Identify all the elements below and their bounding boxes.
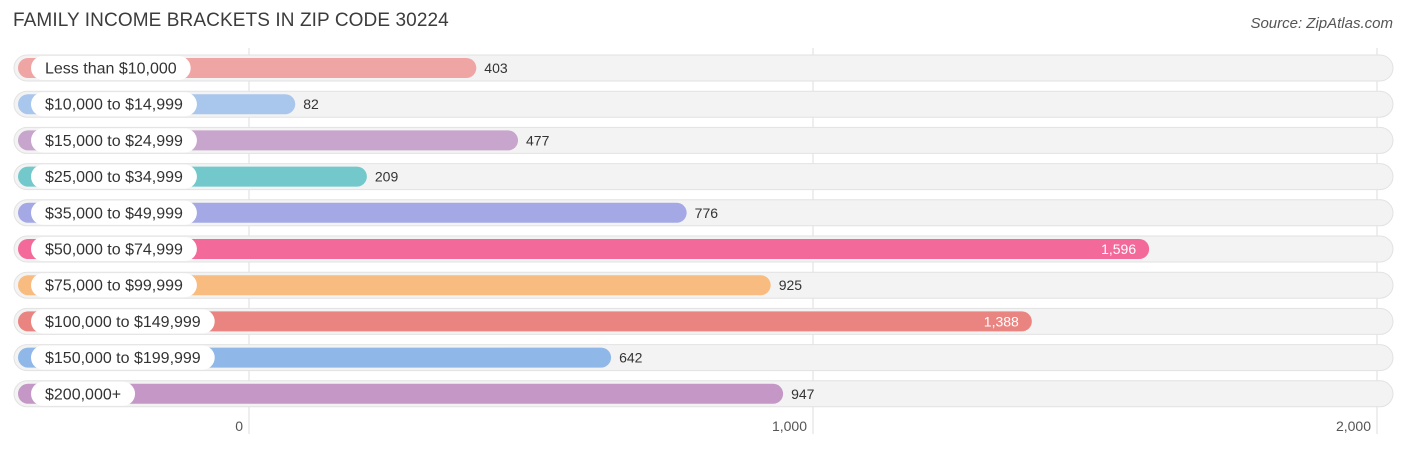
x-tick-label: 0 bbox=[235, 418, 243, 434]
value-label: 477 bbox=[526, 132, 550, 148]
category-label: $50,000 to $74,999 bbox=[45, 242, 183, 259]
x-tick-label: 2,000 bbox=[1336, 418, 1371, 434]
category-label: $15,000 to $24,999 bbox=[45, 133, 183, 150]
category-label-pill bbox=[31, 128, 197, 153]
row-track bbox=[13, 90, 1394, 118]
category-label-pill bbox=[31, 164, 197, 189]
category-label-pill bbox=[31, 200, 197, 225]
value-label: 1,388 bbox=[984, 313, 1019, 329]
value-label: 82 bbox=[303, 96, 319, 112]
value-label: 776 bbox=[695, 205, 719, 221]
bar bbox=[18, 311, 1032, 332]
category-label: $10,000 to $14,999 bbox=[45, 97, 183, 114]
category-label-pill bbox=[31, 92, 197, 117]
category-label: Less than $10,000 bbox=[45, 61, 177, 78]
x-tick-label: 1,000 bbox=[772, 418, 807, 434]
value-label: 209 bbox=[375, 169, 399, 185]
source-attribution: Source: ZipAtlas.com bbox=[1250, 15, 1393, 32]
bar bbox=[18, 239, 1150, 259]
value-label: 947 bbox=[791, 386, 815, 402]
category-label-pill bbox=[31, 273, 197, 298]
category-label: $200,000+ bbox=[45, 386, 121, 403]
value-label: 642 bbox=[619, 350, 643, 366]
value-label: 925 bbox=[779, 277, 803, 293]
category-label-pill bbox=[31, 309, 215, 334]
bar bbox=[18, 383, 784, 404]
category-label: $100,000 to $149,999 bbox=[45, 314, 201, 331]
chart-title: FAMILY INCOME BRACKETS IN ZIP CODE 30224 bbox=[13, 10, 449, 31]
category-label: $150,000 to $199,999 bbox=[45, 350, 201, 367]
value-label: 1,596 bbox=[1101, 241, 1136, 257]
category-label: $75,000 to $99,999 bbox=[45, 278, 183, 295]
category-label: $25,000 to $34,999 bbox=[45, 169, 183, 186]
category-label-pill bbox=[31, 56, 191, 80]
bar bbox=[18, 275, 771, 296]
category-label-pill bbox=[31, 237, 197, 261]
category-label-pill bbox=[31, 345, 215, 370]
category-label-pill bbox=[31, 381, 136, 406]
value-label: 403 bbox=[484, 60, 508, 76]
category-label: $35,000 to $49,999 bbox=[45, 205, 183, 222]
